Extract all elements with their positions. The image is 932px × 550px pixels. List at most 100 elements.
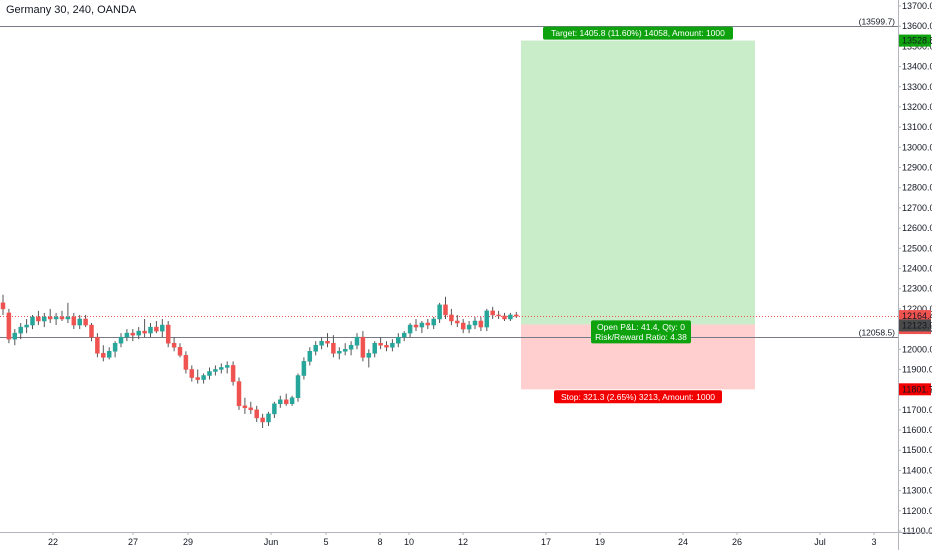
candle-44 (260, 413, 265, 429)
candle-body (508, 314, 513, 320)
ytick-21: 11600.0 (902, 425, 932, 435)
price-label-bg-stop (899, 383, 931, 396)
candle-body (42, 316, 47, 322)
candle-body (260, 417, 265, 423)
horizontal-line-label-0: (13599.7) (859, 17, 896, 27)
candle-body (407, 324, 413, 334)
xtick-7: 12 (458, 537, 468, 547)
target-flag (543, 26, 733, 40)
price-label-bg-current (899, 310, 931, 323)
ytick-1: 13600.0 (902, 21, 932, 31)
candle-38 (224, 361, 230, 374)
candle-body (360, 336, 366, 358)
candle-body (47, 316, 53, 320)
ytick-12: 12500.0 (902, 243, 932, 253)
candle-37 (219, 363, 224, 374)
candle-body (213, 369, 218, 372)
ytick-20: 11700.0 (902, 405, 932, 415)
candle-87 (514, 311, 519, 318)
price-label-current: 12164.4 (902, 311, 932, 321)
candle-body (83, 318, 88, 326)
ytick-9: 12800.0 (902, 183, 932, 193)
candle-body (242, 405, 248, 409)
candle-body (59, 316, 65, 320)
candle-29 (171, 337, 177, 352)
candle-16 (95, 333, 100, 358)
candle-31 (183, 351, 189, 374)
candle-body (472, 320, 478, 326)
candle-2 (12, 329, 18, 346)
candle-43 (254, 405, 259, 422)
candle-body (53, 316, 59, 320)
candle-body (95, 336, 100, 354)
candle-11 (65, 302, 71, 324)
candle-body (301, 361, 307, 376)
candle-54 (319, 337, 324, 350)
ytick-3: 13400.0 (902, 62, 932, 72)
target-zone (521, 40, 755, 325)
candle-body (183, 355, 189, 370)
candle-19 (112, 341, 118, 358)
candle-body (154, 326, 159, 332)
candle-15 (89, 323, 94, 342)
candle-body (30, 316, 35, 326)
ytick-4: 13300.0 (902, 82, 932, 92)
candle-body (112, 342, 118, 352)
candle-body (224, 365, 230, 368)
candle-74 (437, 302, 442, 324)
xtick-4: 5 (323, 537, 328, 547)
ytick-8: 12900.0 (902, 163, 932, 173)
candle-10 (59, 310, 65, 321)
candle-body (425, 322, 431, 326)
candle-50 (295, 373, 301, 402)
position-labels: Target: 1405.8 (11.60%) 14058, Amount: 1… (543, 26, 733, 404)
ytick-7: 13000.0 (902, 142, 932, 152)
candle-body (24, 324, 29, 328)
xtick-1: 27 (128, 537, 138, 547)
candle-76 (449, 308, 454, 326)
candle-body (118, 336, 124, 344)
candle-5 (30, 314, 35, 330)
candle-22 (130, 329, 136, 342)
candle-39 (230, 361, 236, 386)
candle-body (401, 332, 407, 338)
price-axis: 13700.013600.013500.013400.013300.013200… (898, 0, 932, 550)
candle-47 (278, 395, 283, 408)
chart-title: Germany 30, 240, OANDA (6, 4, 137, 16)
pl-line-1: Open P&L: 41.4, Qty: 0 (597, 322, 685, 332)
candle-14 (83, 314, 88, 328)
candle-62 (366, 349, 372, 368)
candle-4 (24, 318, 29, 334)
candle-84 (496, 310, 501, 319)
candle-body (307, 351, 313, 362)
xtick-13: 3 (871, 537, 876, 547)
candle-57 (337, 347, 342, 360)
candles (0, 294, 519, 429)
candle-body (413, 324, 419, 328)
candle-41 (242, 397, 248, 414)
candle-58 (342, 343, 348, 356)
candle-body (455, 320, 460, 324)
target-text: Target: 1405.8 (11.60%) 14058, Amount: 1… (551, 28, 725, 38)
candle-82 (484, 308, 490, 332)
position-zones (521, 40, 755, 390)
candle-9 (53, 312, 59, 326)
candle-71 (419, 321, 425, 334)
candle-20 (118, 333, 124, 348)
candle-21 (124, 329, 130, 342)
candle-53 (313, 341, 318, 356)
candle-body (130, 332, 136, 336)
ytick-23: 11400.0 (902, 465, 932, 475)
candle-49 (289, 395, 295, 406)
candle-23 (136, 327, 141, 340)
ytick-10: 12700.0 (902, 203, 932, 213)
candle-55 (325, 333, 330, 348)
candle-body (419, 322, 425, 328)
candle-48 (283, 393, 289, 406)
candle-body (295, 375, 301, 398)
candle-32 (189, 365, 195, 382)
candle-36 (213, 365, 218, 376)
candle-18 (106, 347, 112, 360)
time-axis-bg (0, 532, 898, 550)
